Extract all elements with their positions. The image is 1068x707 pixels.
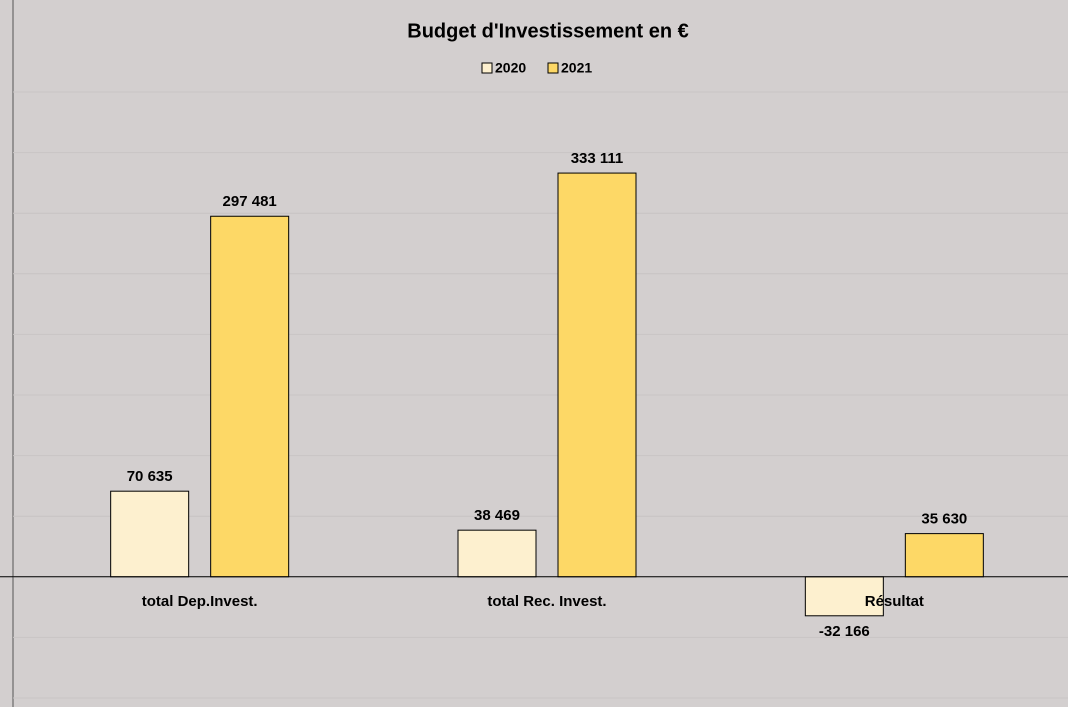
bar [457,529,537,578]
legend-swatch [547,62,559,74]
bar [110,490,190,578]
legend-label: 2020 [495,60,526,76]
x-tick-label: total Dep.Invest. [142,593,258,610]
data-label: -32 166 [819,623,870,640]
bar [904,533,984,578]
chart-title: Budget d'Investissement en € [407,20,689,42]
data-label: 70 635 [127,468,173,485]
data-label: 297 481 [223,193,277,210]
bar [557,172,637,578]
legend-swatch [481,62,493,74]
x-tick-label: Résultat [865,593,924,610]
bar [804,576,884,617]
data-label: 333 111 [571,150,624,167]
legend-label: 2021 [561,60,592,76]
bar [210,215,290,578]
data-label: 38 469 [474,507,520,524]
data-label: 35 630 [921,511,967,528]
x-tick-label: total Rec. Invest. [487,593,606,610]
